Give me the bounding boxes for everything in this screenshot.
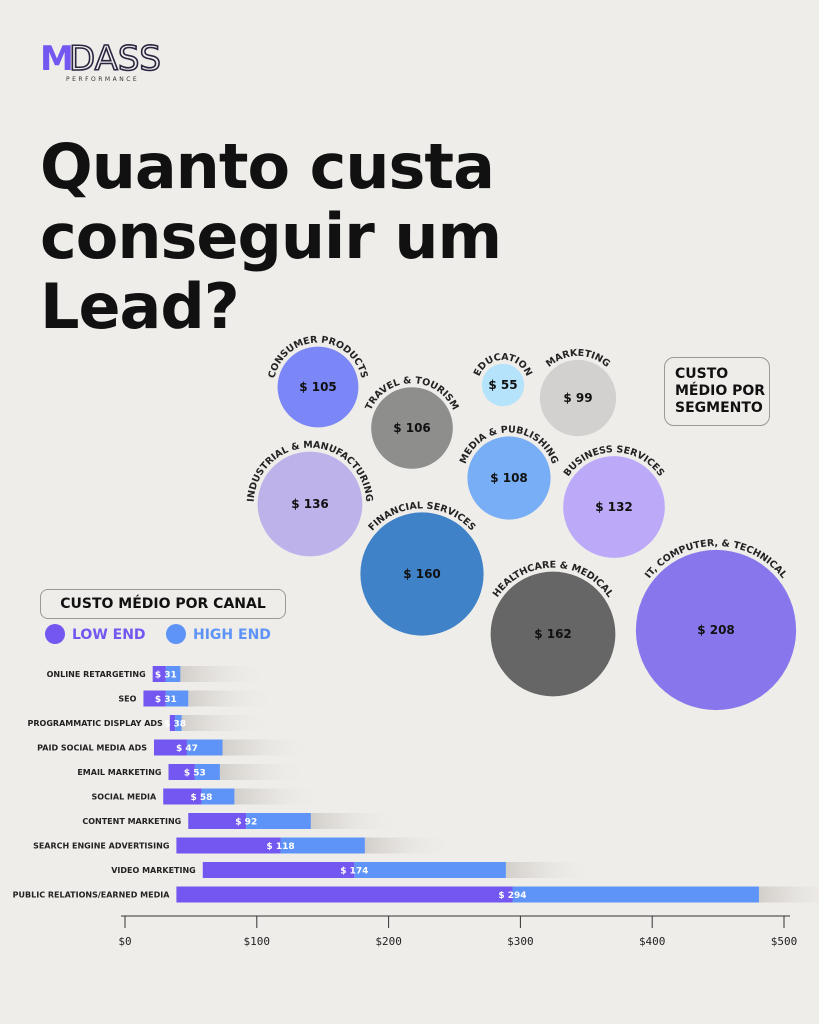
bar-shadow — [234, 788, 325, 805]
bubble-value: $ 208 — [697, 623, 735, 637]
legend-swatch — [45, 624, 65, 644]
bar-low — [176, 886, 513, 903]
legend-label: HIGH END — [193, 627, 271, 643]
category-label: SOCIAL MEDIA — [92, 793, 158, 802]
page-title: Quanto custa conseguir um Lead? — [40, 130, 502, 343]
category-label: PROGRAMMATIC DISPLAY ADS — [28, 719, 164, 728]
x-tick-label: $300 — [507, 935, 534, 948]
bar-value: $ 58 — [190, 793, 212, 803]
category-label: PAID SOCIAL MEDIA ADS — [37, 744, 147, 753]
bubble-value: $ 160 — [403, 567, 441, 581]
x-tick-label: $400 — [639, 935, 666, 948]
bar-value: $ 31 — [155, 671, 177, 681]
bar-shadow — [188, 690, 279, 707]
category-label: ONLINE RETARGETING — [47, 670, 146, 679]
category-label: SEARCH ENGINE ADVERTISING — [33, 842, 169, 851]
bar-high — [280, 837, 365, 854]
category-label: EMAIL MARKETING — [77, 768, 161, 777]
bar-low — [163, 788, 202, 805]
bubble — [563, 456, 665, 558]
bubble-value: $ 99 — [563, 391, 592, 405]
bar-shadow — [310, 813, 401, 829]
bubble-value: $ 106 — [393, 421, 431, 435]
bar-value: $ 47 — [176, 744, 198, 754]
bar-low — [188, 813, 247, 829]
logo-tagline: PERFORMANCE — [66, 76, 139, 83]
bar-value: $ 38 — [164, 720, 186, 730]
bar-low — [152, 666, 166, 682]
bubble — [481, 363, 525, 407]
x-tick-label: $0 — [118, 935, 131, 948]
bar-value: $ 174 — [340, 867, 368, 877]
bubble — [257, 451, 363, 557]
bubble-value: $ 55 — [488, 378, 517, 392]
bubble-value: $ 162 — [534, 627, 572, 641]
bar-shadow — [758, 886, 819, 903]
bar-high — [354, 862, 506, 878]
x-tick-label: $100 — [244, 935, 271, 948]
bar-value: $ 53 — [184, 769, 206, 779]
bar-low — [168, 764, 195, 780]
bubble — [539, 359, 617, 437]
bar-high — [165, 666, 181, 682]
x-tick-label: $500 — [771, 935, 798, 948]
bubble-value: $ 132 — [595, 500, 633, 514]
channel-legend-title: CUSTO MÉDIO POR CANAL — [40, 589, 286, 619]
bar-high — [165, 690, 189, 707]
bar-high — [194, 764, 220, 780]
bar-value: $ 31 — [155, 695, 177, 705]
bar-low — [153, 739, 187, 756]
bubble — [277, 346, 359, 428]
bar-value: $ 294 — [498, 891, 526, 901]
bubble-value: $ 136 — [291, 497, 329, 511]
logo-mark: M — [40, 39, 74, 79]
bar-high — [246, 813, 311, 829]
logo-word: DASS — [69, 39, 161, 79]
bubble-value: $ 105 — [299, 380, 337, 394]
bar-shadow — [364, 837, 455, 854]
bubble — [467, 436, 551, 520]
bar-low — [176, 837, 281, 854]
segment-legend: CUSTO MÉDIO POR SEGMENTO — [664, 357, 770, 426]
bar-high — [175, 715, 182, 731]
bar-low — [143, 690, 166, 707]
bar-high — [186, 739, 223, 756]
bar-low — [202, 862, 355, 878]
bubble — [371, 387, 453, 469]
category-label: VIDEO MARKETING — [111, 866, 196, 875]
bubble — [490, 571, 616, 697]
bar-shadow — [222, 739, 313, 756]
bar-value: $ 118 — [266, 842, 294, 852]
x-tick-label: $200 — [375, 935, 402, 948]
bar-high — [201, 788, 235, 805]
legend-swatch — [166, 624, 186, 644]
bubble — [635, 549, 797, 711]
category-label: CONTENT MARKETING — [82, 817, 181, 826]
bar-shadow — [505, 862, 596, 878]
legend-label: LOW END — [72, 627, 146, 643]
bar-high — [512, 886, 759, 903]
bar-value: $ 92 — [235, 818, 257, 828]
category-label: PUBLIC RELATIONS/EARNED MEDIA — [13, 891, 171, 900]
bar-shadow — [180, 666, 271, 682]
bar-shadow — [181, 715, 272, 731]
bubble-value: $ 108 — [490, 471, 528, 485]
bar-shadow — [219, 764, 310, 780]
bar-low — [169, 715, 176, 731]
bubble — [360, 512, 484, 636]
category-label: SEO — [118, 695, 136, 704]
